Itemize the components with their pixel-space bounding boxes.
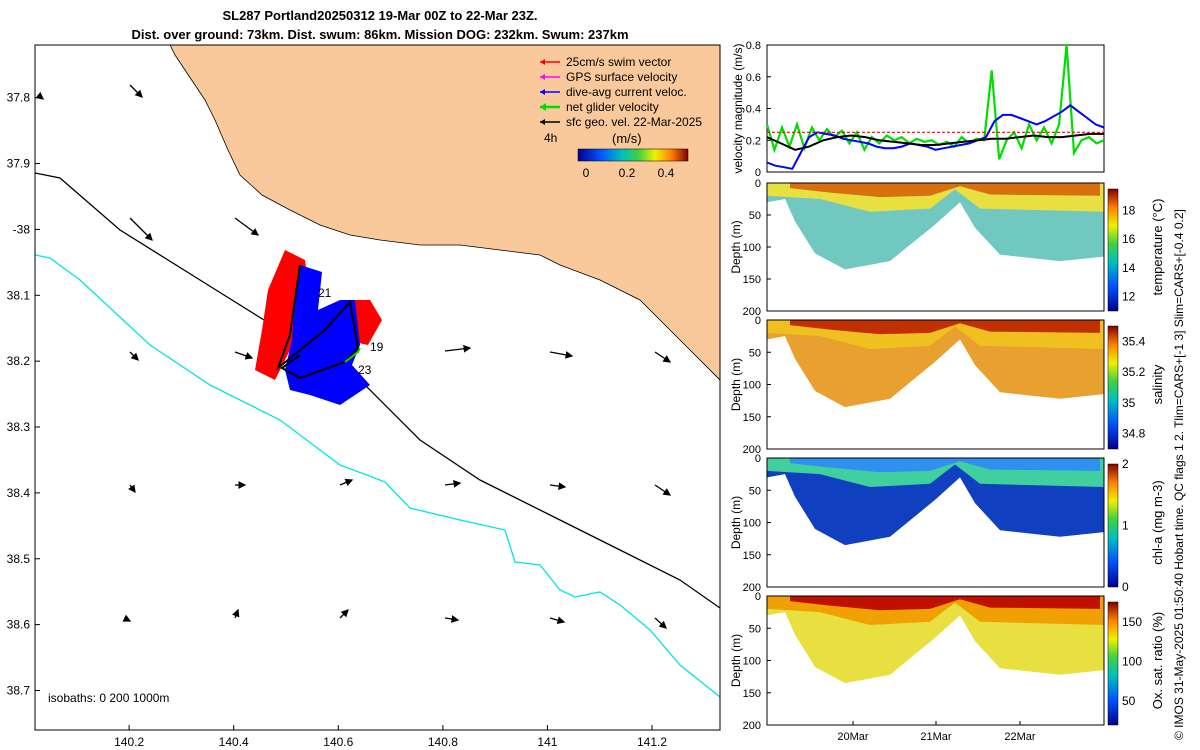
heatmap-ytick-label: 200	[743, 444, 761, 456]
heatmap-surface-layer	[790, 320, 1100, 335]
heatmap-ytick-label: 0	[755, 315, 761, 327]
heatmap-ytick-label: 200	[743, 720, 761, 732]
colorbar-tick-label: 35.2	[1122, 365, 1146, 379]
colorbar-tick-label: 150	[1122, 615, 1142, 629]
velocity-ytick-label: 0.4	[746, 104, 761, 116]
heatmap-ytick-label: 150	[743, 274, 761, 286]
heatmap-colorbar	[1107, 188, 1119, 312]
velocity-ylabel: velocity magnitude (m/s)	[731, 43, 745, 173]
heatmap-ytick-label: 200	[743, 306, 761, 318]
heatmap-ytick-label: 100	[743, 380, 761, 392]
colorbar-label: salinity	[1150, 364, 1165, 404]
colorbar-label: chl-a (mg m-3)	[1150, 480, 1165, 565]
colorbar-tick-label: 0	[1122, 580, 1129, 594]
colorbar-tick-label: 35	[1122, 396, 1136, 410]
heatmap-surface-layer	[790, 458, 1100, 473]
colorbar-tick-label: 34.8	[1122, 427, 1146, 441]
heatmap-ytick-label: 50	[749, 347, 761, 359]
heatmap-ytick-label: 150	[743, 550, 761, 562]
heatmap-ytick-label: 50	[749, 623, 761, 635]
colorbar-tick-label: 16	[1122, 232, 1136, 246]
heatmap-xtick-label: 22Mar	[1004, 731, 1036, 743]
heatmap-colorbar	[1107, 325, 1119, 450]
heatmap-ytick-label: 100	[743, 656, 761, 668]
colorbar-tick-label: 18	[1122, 204, 1136, 218]
colorbar-tick-label: 100	[1122, 655, 1142, 669]
heatmap-xtick-label: 20Mar	[837, 731, 869, 743]
colorbar-tick-label: 14	[1122, 261, 1136, 275]
heatmap-ylabel: Depth (m)	[729, 634, 743, 687]
heatmap-ytick-label: 150	[743, 412, 761, 424]
heatmap-ytick-label: 100	[743, 518, 761, 530]
colorbar-label: temperature (°C)	[1150, 199, 1165, 296]
velocity-ytick-label: 0	[755, 167, 761, 179]
colorbar-tick-label: 1	[1122, 519, 1129, 533]
chart-title-line2: Dist. over ground: 73km. Dist. swum: 86k…	[131, 27, 629, 42]
heatmap-ytick-label: 0	[755, 453, 761, 465]
velocity-series-net-glider-velocity	[765, 44, 1105, 160]
colorbar-tick-label: 35.4	[1122, 334, 1146, 348]
heatmap-colorbar	[1107, 463, 1119, 588]
heatmap-ytick-label: 150	[743, 688, 761, 700]
velocity-ytick-label: 0.2	[746, 135, 761, 147]
colorbar-tick-label: 12	[1122, 290, 1136, 304]
heatmap-surface-layer	[790, 596, 1100, 611]
heatmap-ylabel: Depth (m)	[729, 220, 743, 273]
heatmap-ytick-label: 0	[755, 591, 761, 603]
heatmap-ytick-label: 50	[749, 210, 761, 222]
velocity-frame	[766, 44, 1105, 173]
chart-title-line1: SL287 Portland20250312 19-Mar 00Z to 22-…	[222, 8, 538, 23]
heatmap-ytick-label: 0	[755, 178, 761, 190]
heatmap-colorbar	[1107, 601, 1119, 726]
heatmap-ylabel: Depth (m)	[729, 496, 743, 549]
velocity-ytick-label: 0.6	[746, 72, 761, 84]
heatmap-ylabel: Depth (m)	[729, 358, 743, 411]
colorbar-label: Ox. sat. ratio (%)	[1150, 612, 1165, 710]
colorbar-tick-label: 50	[1122, 694, 1136, 708]
heatmap-ytick-label: 100	[743, 242, 761, 254]
heatmap-xtick-label: 21Mar	[920, 731, 952, 743]
velocity-series-dive-avg-current	[766, 104, 1105, 170]
heatmap-surface-layer	[790, 183, 1100, 198]
velocity-ytick-label: 0.8	[746, 40, 761, 52]
velocity-series-sfc-geo-vel-	[766, 132, 1104, 151]
heatmap-ytick-label: 50	[749, 485, 761, 497]
heatmap-ytick-label: 200	[743, 582, 761, 594]
colorbar-tick-label: 2	[1122, 457, 1129, 471]
